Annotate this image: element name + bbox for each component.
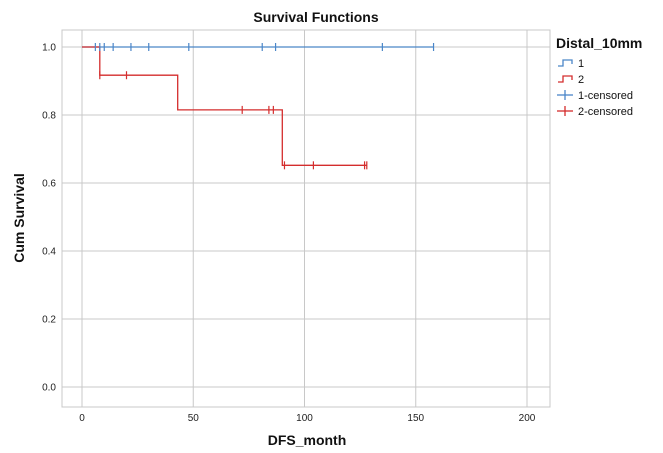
legend-label: 2 [578,74,584,86]
x-tick-label: 200 [519,413,536,424]
x-tick-label: 150 [407,413,424,424]
series-lines [82,46,434,166]
y-tick-label: 0.2 [42,315,56,326]
legend-label: 1-censored [578,90,633,102]
x-axis-title: DFS_month [268,432,347,448]
legend-item-2: 2 [558,74,584,86]
plot-frame [61,29,551,408]
x-tick-label: 0 [79,413,85,424]
y-tick-label: 0.4 [42,247,56,258]
y-tick-label: 0.0 [42,383,56,394]
y-axis-title: Cum Survival [11,173,27,262]
legend-item-1-censored: 1-censored [557,90,633,102]
x-tick-label: 100 [296,413,313,424]
series-2-line [82,46,367,166]
tick-labels: 0 50 100 150 200 0.0 0.2 0.4 0.6 0.8 1.0 [42,43,536,425]
legend: Distal_10mm 1 2 1-censored 2-censored [556,35,642,118]
legend-item-2-censored: 2-censored [557,106,633,118]
y-tick-label: 1.0 [42,43,56,54]
legend-label: 1 [578,58,584,70]
x-tick-label: 50 [188,413,200,424]
legend-swatch [558,75,573,83]
grid [62,30,550,407]
y-tick-label: 0.6 [42,179,56,190]
legend-label: 2-censored [578,106,633,118]
legend-item-1: 1 [558,58,584,70]
censor-marks [94,43,435,170]
y-tick-label: 0.8 [42,111,56,122]
legend-swatch [558,59,573,67]
chart-title: Survival Functions [253,9,378,25]
legend-title: Distal_10mm [556,35,642,51]
